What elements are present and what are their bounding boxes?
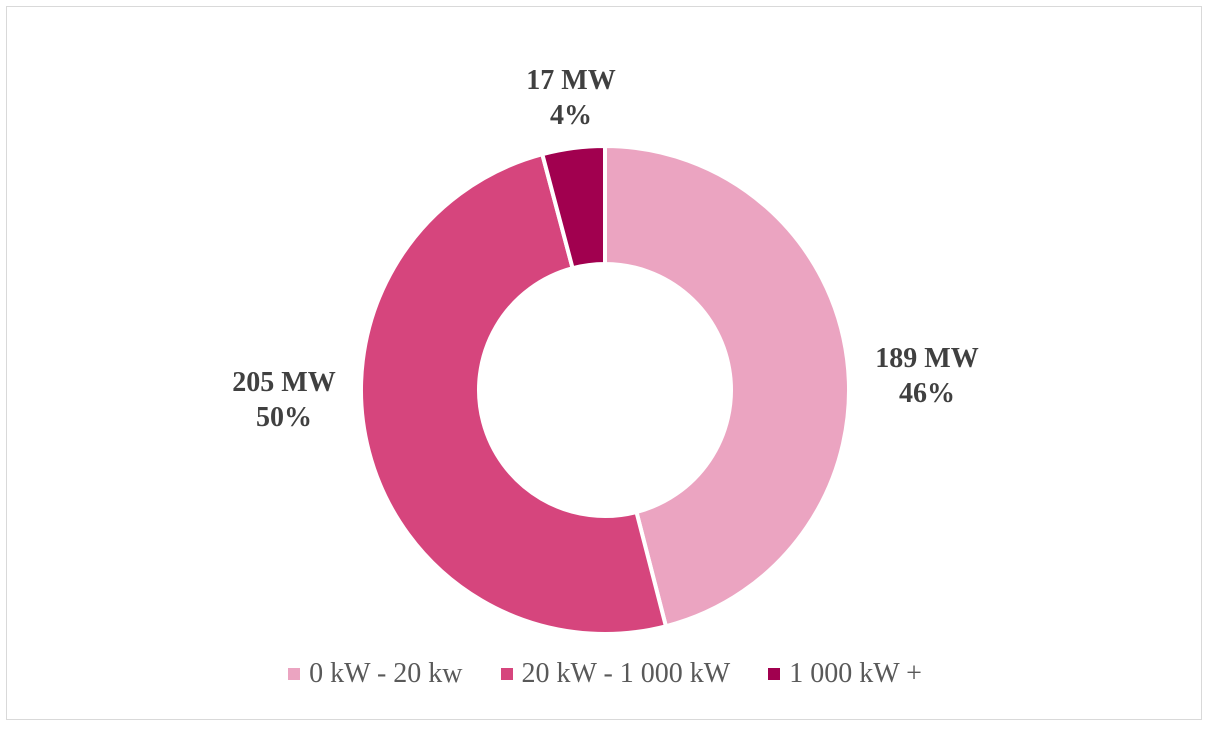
data-label-1000-kw-plus: 17 MW 4% bbox=[526, 65, 615, 131]
slice-1000-kw-plus[interactable] bbox=[540, 144, 607, 271]
donut-slices bbox=[359, 144, 851, 636]
data-label-0-kw-20-kw: 189 MW 46% bbox=[875, 343, 978, 409]
legend-label: 1 000 kW + bbox=[789, 658, 922, 689]
data-label-value: 17 MW bbox=[526, 65, 615, 96]
data-label-value: 189 MW bbox=[875, 343, 978, 374]
data-label-percent: 46% bbox=[899, 378, 955, 409]
legend-item-20-kw-1000-kw[interactable]: 20 kW - 1 000 kW bbox=[500, 658, 731, 690]
slice-20-kw-1000-kw[interactable] bbox=[359, 152, 668, 636]
data-label-percent: 4% bbox=[550, 100, 592, 131]
legend-label: 0 kW - 20 kw bbox=[309, 658, 463, 689]
legend-swatch bbox=[768, 668, 781, 680]
legend-item-0-kw-20-kw[interactable]: 0 kW - 20 kw bbox=[288, 658, 463, 690]
data-label-percent: 50% bbox=[256, 402, 312, 433]
legend-swatch bbox=[288, 668, 301, 680]
legend-item-1000-kw-plus[interactable]: 1 000 kW + bbox=[768, 658, 922, 690]
slice-0-kw-20-kw[interactable] bbox=[603, 144, 851, 629]
chart-legend: 0 kW - 20 kw 20 kW - 1 000 kW 1 000 kW + bbox=[0, 658, 1210, 690]
legend-swatch bbox=[500, 668, 513, 680]
legend-label: 20 kW - 1 000 kW bbox=[521, 658, 731, 689]
data-label-value: 205 MW bbox=[232, 367, 335, 398]
data-label-20-kw-1000-kw: 205 MW 50% bbox=[232, 367, 335, 433]
